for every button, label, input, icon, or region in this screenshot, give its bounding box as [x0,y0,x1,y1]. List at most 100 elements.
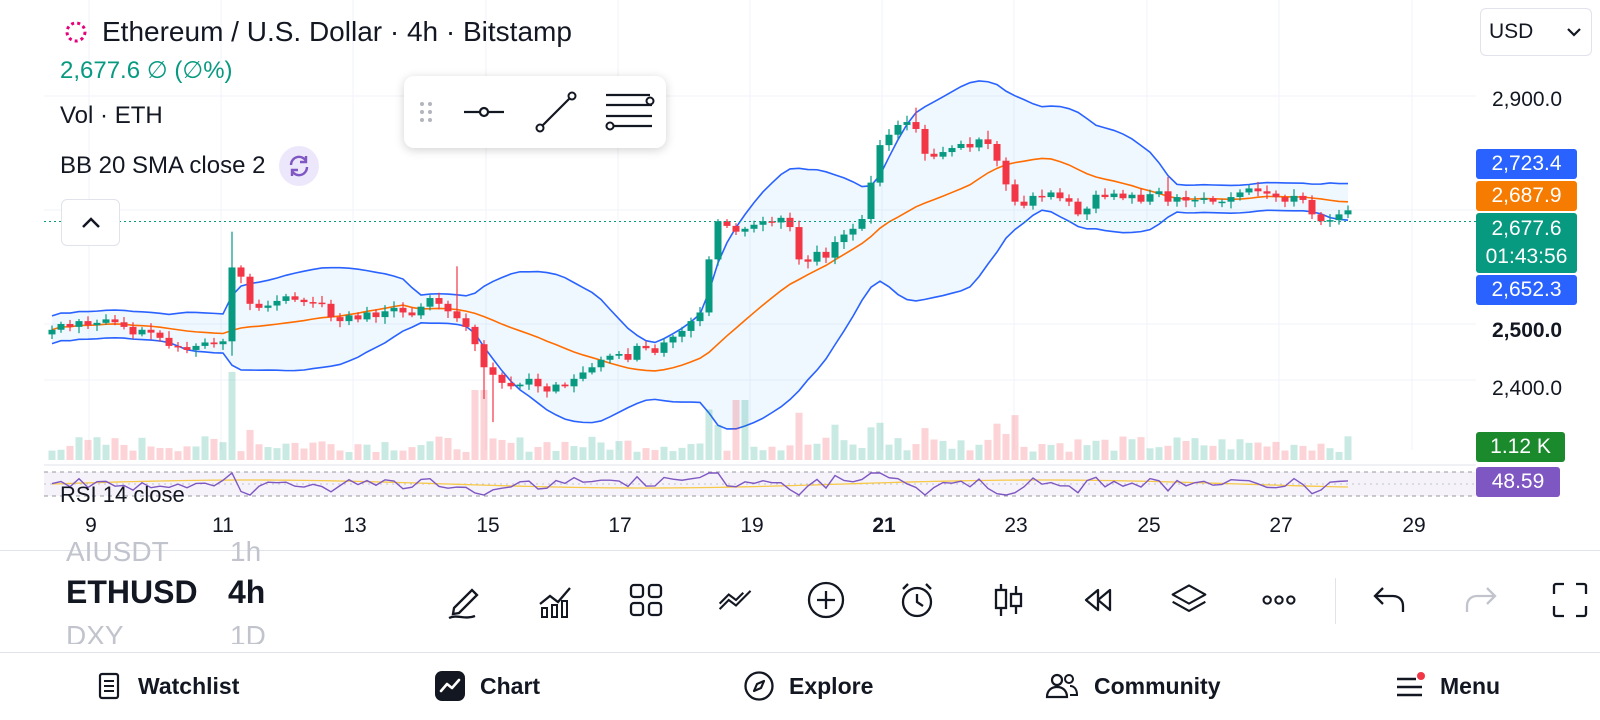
volume-bar [1092,440,1100,460]
candle-body [516,384,524,387]
candle-body [777,217,785,223]
candle-body [408,312,416,316]
volume-bar [66,445,74,460]
volume-bar [534,447,542,460]
chart-canvas[interactable] [0,0,1600,540]
rsi-legend[interactable]: RSI 14 close [60,482,185,507]
picker-symbol-selected[interactable]: ETHUSD [66,574,198,610]
candle-body [237,267,245,277]
candle-body [705,259,713,313]
candle-body [201,342,209,346]
candle-body [786,217,794,228]
volume-bar [813,443,821,460]
volume-bar [669,451,677,460]
fib-retracement-icon[interactable] [604,88,656,136]
picker-interval[interactable]: 1h [230,538,262,567]
fullscreen-icon[interactable] [1550,580,1590,620]
candle-body [939,152,947,157]
candle-body [246,276,254,304]
undo-icon[interactable] [1369,580,1409,620]
volume-bar [273,448,281,460]
volume-bar [1200,445,1208,460]
redo-icon[interactable] [1461,580,1501,620]
candle-body [1281,197,1289,202]
volume-bar [246,429,254,460]
trend-line-icon[interactable] [532,88,580,136]
compare-icon[interactable] [716,580,756,620]
volume-bar [1164,445,1172,460]
candle-body [1290,195,1298,202]
candle-body [390,307,398,312]
alert-clock-icon[interactable] [897,580,937,620]
currency-select[interactable]: USD [1480,8,1592,56]
candle-body [1083,208,1091,215]
picker-symbol[interactable]: AIUSDT [66,538,169,567]
candle-body [1344,210,1352,215]
horizontal-ray-icon[interactable] [460,97,508,127]
volume-bar [633,451,641,460]
candle-body [822,251,830,258]
nav-explore[interactable]: Explore [743,656,873,716]
volume-bar [777,450,785,460]
symbol-interval-picker[interactable]: AIUSDT ETHUSD DXY 1h 4h 1D [66,538,296,644]
nav-label: Watchlist [138,672,240,699]
volume-bar [750,446,758,460]
candle-body [1137,194,1145,202]
candle-body [453,311,461,319]
nav-menu[interactable]: Menu [1394,656,1500,716]
candle-body [498,374,506,383]
layers-icon[interactable] [1169,580,1209,620]
collapse-legend-button[interactable] [61,199,120,246]
candle-body [642,345,650,349]
volume-bar [147,446,155,460]
volume-bar [390,450,398,460]
time-tick: 13 [343,514,367,537]
bollinger-legend[interactable]: BB 20 SMA close 2 [60,146,320,186]
candle-body [867,182,875,219]
candle-body [723,221,731,226]
picker-symbol[interactable]: DXY [66,620,124,644]
volume-bar [498,439,506,460]
volume-bar [597,442,605,460]
volume-bar [966,450,974,460]
volume-bar [1236,439,1244,460]
replay-icon[interactable] [1078,580,1118,620]
picker-interval-selected[interactable]: 4h [228,574,266,610]
volume-bar [831,424,839,460]
candle-body [993,143,1001,161]
nav-watchlist[interactable]: Watchlist [94,656,239,716]
candles-icon[interactable] [988,580,1028,620]
more-icon[interactable] [1259,580,1299,620]
indicators-icon[interactable] [536,580,576,620]
symbol-row[interactable]: Ethereum / U.S. Dollar · 4h · Bitstamp [60,14,572,50]
volume-legend[interactable]: Vol · ETH [60,102,163,129]
nav-chart[interactable]: Chart [434,656,540,716]
picker-interval[interactable]: 1D [230,620,266,644]
candle-body [273,300,281,306]
time-tick: 11 [212,514,234,537]
candle-body [363,312,371,320]
candle-body [111,319,119,323]
add-icon[interactable] [806,580,846,620]
nav-label: Menu [1440,672,1501,699]
layout-grid-icon[interactable] [626,580,666,620]
volume-bar [1038,444,1046,460]
draw-tool-icon[interactable] [445,580,485,620]
volume-bar [660,446,668,460]
candle-body [219,341,227,345]
candle-body [1029,195,1037,206]
nav-community[interactable]: Community [1044,656,1221,716]
volume-bar [624,440,632,460]
candle-body [1011,184,1019,202]
candle-body [876,145,884,183]
volume-bar [615,441,623,460]
volume-bar [129,450,137,460]
volume-bar [1083,445,1091,460]
volume-bar [759,450,767,460]
candle-body [1146,194,1154,202]
volume-bar [462,451,470,460]
volume-bar [885,444,893,460]
candle-body [714,221,722,260]
drag-handle-icon[interactable] [416,97,436,127]
